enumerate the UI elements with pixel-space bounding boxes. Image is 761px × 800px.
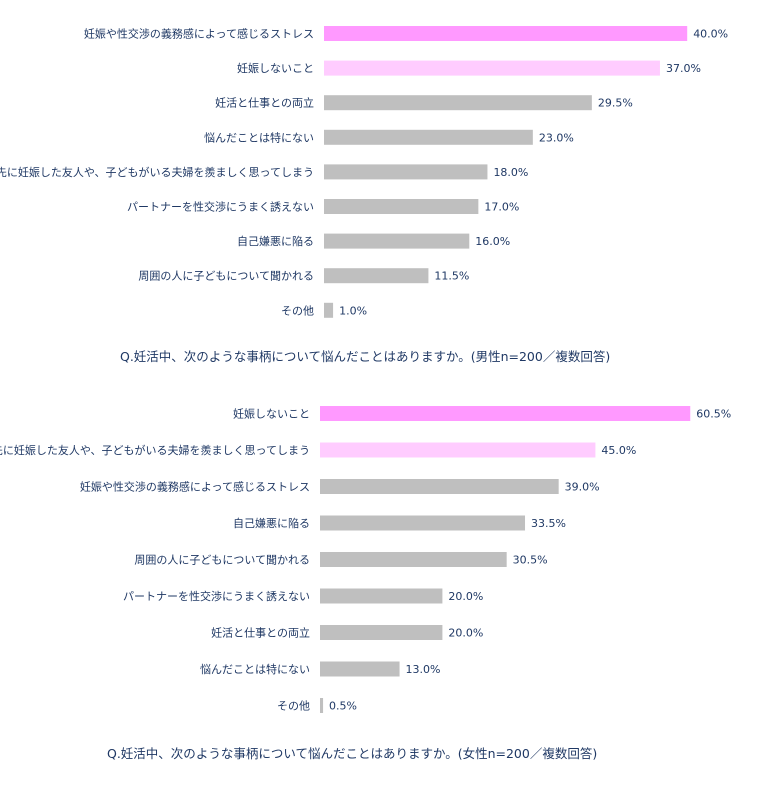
bar-female-7 (320, 661, 400, 677)
bar-female-8 (320, 698, 324, 713)
bar-male-1 (324, 60, 660, 76)
value-label-male-4: 18.0% (493, 166, 528, 179)
value-label-female-5: 20.0% (448, 590, 483, 603)
category-label-female-7: 悩んだことは特にない (200, 662, 310, 676)
category-label-male-2: 妊活と仕事との両立 (215, 96, 314, 110)
bar-male-3 (324, 129, 533, 145)
bar-male-2 (324, 95, 592, 111)
bar-female-2 (320, 479, 559, 494)
bar-male-6 (324, 233, 470, 249)
bar-female-1 (320, 442, 596, 458)
chart-male: 妊娠や性交渉の義務感によって感じるストレス 40.0% 妊娠しないこと 37.0% 妊活… (0, 26, 728, 318)
bar-female-3 (320, 515, 526, 531)
value-label-male-3: 23.0% (539, 131, 574, 144)
value-label-male-2: 29.5% (598, 97, 633, 110)
bar-male-0 (324, 26, 688, 41)
value-label-female-6: 20.0% (448, 627, 483, 640)
bar-female-0 (320, 406, 691, 421)
value-label-male-6: 16.0% (475, 235, 510, 248)
category-label-male-6: 自己嫌悪に陥る (237, 234, 314, 248)
value-label-male-1: 37.0% (666, 62, 701, 75)
category-label-male-4: 先に妊娠した友人や、子どもがいる夫婦を羨ましく思ってしまう (0, 165, 314, 179)
category-label-female-5: パートナーを性交渉にうまく誘えない (123, 589, 310, 603)
category-label-male-7: 周囲の人に子どもについて聞かれる (138, 270, 314, 283)
chart-title-female: Q.妊活中、次のような事柄について悩んだことはありますか。(女性n=200／複数… (107, 746, 598, 761)
value-label-male-8: 1.0% (339, 304, 367, 317)
category-label-female-6: 妊活と仕事との両立 (211, 626, 310, 640)
category-label-male-1: 妊娠しないこと (237, 61, 314, 75)
value-label-female-4: 30.5% (513, 554, 548, 567)
value-label-male-5: 17.0% (484, 201, 519, 214)
category-label-male-0: 妊娠や性交渉の義務感によって感じるストレス (84, 27, 314, 41)
value-label-female-1: 45.0% (601, 444, 636, 457)
bar-male-8 (324, 302, 334, 318)
bar-male-4 (324, 164, 488, 180)
value-label-female-8: 0.5% (329, 700, 357, 713)
value-label-male-0: 40.0% (693, 28, 728, 41)
category-label-female-8: その他 (277, 700, 310, 713)
chart-female: 妊娠しないこと 60.5% 先に妊娠した友人や、子どもがいる夫婦を羨ましく思ってしま… (0, 406, 731, 713)
category-label-female-3: 自己嫌悪に陥る (233, 516, 310, 530)
value-label-female-2: 39.0% (565, 481, 600, 494)
value-label-female-0: 60.5% (696, 408, 731, 421)
value-label-male-7: 11.5% (434, 270, 469, 283)
bar-male-7 (324, 268, 429, 284)
category-label-female-4: 周囲の人に子どもについて聞かれる (134, 554, 310, 567)
category-label-female-1: 先に妊娠した友人や、子どもがいる夫婦を羨ましく思ってしまう (0, 443, 310, 457)
category-label-male-3: 悩んだことは特にない (204, 130, 314, 144)
bar-female-4 (320, 552, 507, 567)
category-label-female-2: 妊娠や性交渉の義務感によって感じるストレス (80, 480, 310, 494)
category-label-male-5: パートナーを性交渉にうまく誘えない (127, 200, 314, 214)
chart-title-male: Q.妊活中、次のような事柄について悩んだことはありますか。(男性n=200／複数… (120, 349, 611, 364)
category-label-male-8: その他 (281, 304, 314, 317)
bar-female-5 (320, 588, 443, 604)
category-label-female-0: 妊娠しないこと (233, 407, 310, 421)
bar-male-5 (324, 199, 479, 214)
value-label-female-7: 13.0% (406, 663, 441, 676)
value-label-female-3: 33.5% (531, 517, 566, 530)
bar-female-6 (320, 625, 443, 640)
